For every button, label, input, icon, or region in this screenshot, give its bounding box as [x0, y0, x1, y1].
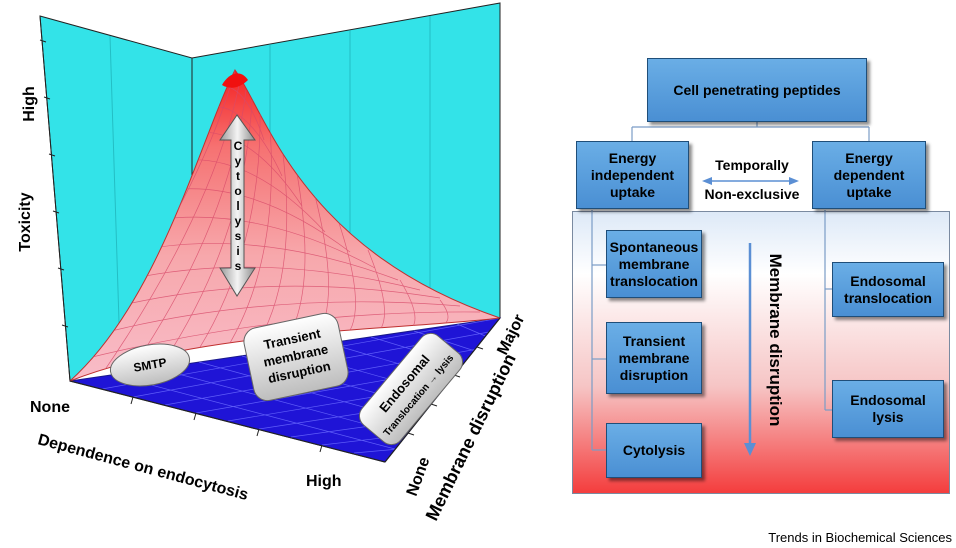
- z-axis-high-label: High: [21, 86, 38, 122]
- cytolysis-letter: s: [235, 259, 242, 273]
- x-axis-ticks: [130, 396, 323, 453]
- x-axis-high-label: High: [306, 473, 342, 490]
- cytolysis-letter: i: [236, 244, 239, 258]
- cell-penetrating-peptides-box: Cell penetrating peptides: [647, 58, 867, 122]
- energy-dependent-box: Energy dependent uptake: [812, 141, 926, 209]
- smtp-callout: SMTP: [109, 343, 191, 387]
- cytolysis-letter: o: [234, 184, 241, 198]
- cytolysis-letter: t: [236, 169, 240, 183]
- membrane-disruption-arrow: [744, 243, 756, 456]
- toxicity-surface-plot: Cytolysis SMTP Transient membrane disrup…: [17, 2, 528, 524]
- independent-item-1-box: Spontaneous membrane translocation: [606, 230, 702, 298]
- cytolysis-letter: s: [235, 229, 242, 243]
- dependent-item-1-box: Endosomal translocation: [832, 262, 944, 317]
- temporal-double-arrow: [702, 177, 799, 185]
- membrane-disruption-text: Membrane disruption: [766, 253, 785, 427]
- surface-peak: [222, 73, 248, 88]
- independent-item-3-box: Cytolysis: [606, 423, 702, 478]
- transient-disruption-callout: Transient membrane disruption: [243, 312, 349, 402]
- cytolysis-letter: l: [236, 199, 239, 213]
- cytolysis-letter: y: [235, 214, 242, 228]
- journal-credit: Trends in Biochemical Sciences: [768, 530, 952, 545]
- smtp-label: SMTP: [132, 355, 167, 375]
- x-axis-none-label: None: [30, 399, 70, 416]
- cytolysis-double-arrow: [219, 114, 256, 297]
- cytolysis-letter: C: [234, 139, 243, 153]
- cytolysis-letter: y: [235, 154, 242, 168]
- z-axis-ticks: [39, 39, 69, 328]
- energy-independent-box: Energy independent uptake: [576, 141, 689, 209]
- temporally-label: Temporally: [715, 157, 789, 173]
- independent-item-2-box: Transient membrane disruption: [606, 322, 702, 394]
- cytolysis-label: Cytolysis: [234, 139, 243, 273]
- non-exclusive-label: Non-exclusive: [704, 186, 800, 202]
- dependent-item-2-box: Endosomal lysis: [832, 380, 944, 438]
- z-axis-title: Toxicity: [17, 192, 34, 251]
